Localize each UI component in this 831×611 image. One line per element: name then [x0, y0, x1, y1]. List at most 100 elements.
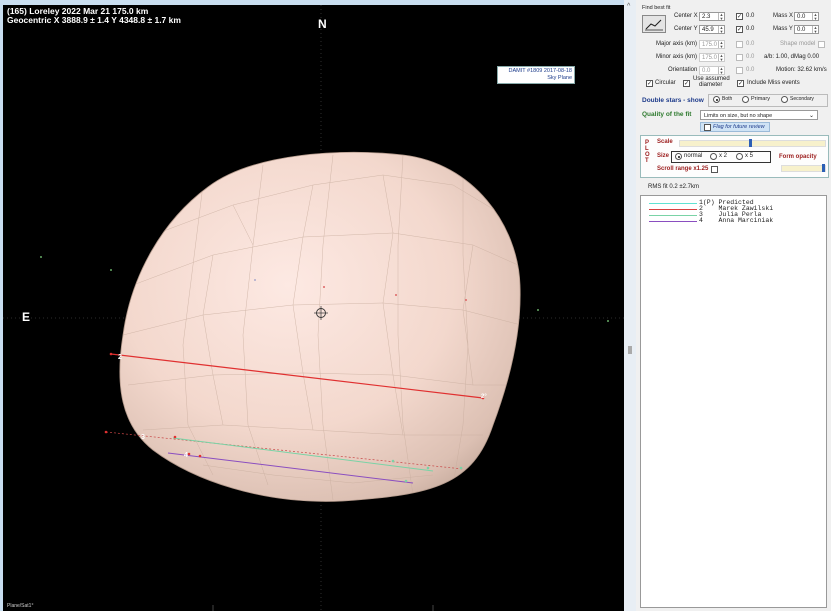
legend-line-3	[649, 215, 697, 216]
chevron-down-icon: ⌄	[808, 113, 814, 119]
rms-fit-readout: RMS fit 0.2 ±2.7km	[648, 184, 699, 190]
ab-dmag-readout: a/b: 1.00, dMag 0.00	[764, 54, 820, 60]
damit-model-label[interactable]: DAMIT #1809 2017-08-18 Sky Plane	[497, 66, 575, 84]
flag-label: Flag for future review	[713, 124, 765, 130]
orientation-checkbox[interactable]	[736, 67, 743, 74]
radio-secondary[interactable]	[781, 96, 788, 103]
major-axis-label: Major axis (km)	[656, 41, 698, 47]
center-x-input[interactable]: 2.3 ▲ ▼	[699, 12, 725, 21]
chord-markers	[104, 352, 485, 458]
shape-facets	[122, 154, 521, 501]
star-dot	[465, 299, 467, 301]
minor-axis-input[interactable]: 175.0 ▲ ▼	[699, 53, 725, 62]
size-x2-radio[interactable]	[710, 153, 717, 160]
mass-y-input[interactable]: 0.0 ▲ ▼	[794, 25, 819, 34]
center-y-input[interactable]: 45.9 ▲ ▼	[699, 25, 725, 34]
chord-label-4: 4	[184, 452, 188, 459]
scale-label: Scale	[657, 139, 673, 145]
radio-primary[interactable]	[742, 96, 749, 103]
plot-footer-label: Plane/Sat1°	[7, 603, 34, 609]
star-dot	[395, 294, 397, 296]
plot-header-coords: Geocentric X 3888.9 ± 1.4 Y 4348.8 ± 1.7…	[7, 15, 181, 25]
scroll-range-checkbox[interactable]	[711, 166, 718, 173]
observer-legend: 1(P) Predicted 2 Marek Zawilski 3 Julia …	[640, 195, 827, 608]
radio-both[interactable]	[713, 96, 720, 103]
size-x5-label: x 5	[745, 153, 754, 159]
center-y-chk-value: 0.0	[746, 26, 755, 32]
use-assumed-line1: Use assumed	[693, 76, 730, 82]
size-label: Size	[657, 153, 670, 159]
scale-slider[interactable]	[679, 140, 826, 147]
legend-line-predicted	[649, 203, 697, 204]
sky-plane-plot[interactable]: (165) Loreley 2022 Mar 21 175.0 km Geoce…	[3, 5, 624, 611]
mass-y-label: Mass Y	[773, 26, 793, 32]
size-x2-label: x 2	[719, 153, 728, 159]
plot-canvas	[3, 5, 624, 611]
flag-for-review-toggle[interactable]: Flag for future review	[700, 122, 770, 132]
major-axis-input[interactable]: 175.0 ▲ ▼	[699, 40, 725, 49]
use-assumed-diameter-checkbox[interactable]: ✓	[683, 80, 690, 87]
plot-header-title: (165) Loreley 2022 Mar 21 175.0 km	[7, 6, 149, 16]
quality-select[interactable]: Limits on size, but no shape ⌄	[700, 110, 818, 120]
size-radio-group	[671, 151, 771, 163]
size-normal-radio[interactable]	[675, 153, 682, 160]
mass-x-label: Mass X	[773, 13, 794, 19]
star-dot	[537, 309, 539, 311]
legend-text: 3 Julia Perla	[699, 211, 762, 218]
major-axis-checkbox[interactable]	[736, 41, 743, 48]
radio-both-label: Both	[722, 96, 733, 102]
find-best-fit-button[interactable]	[642, 15, 666, 33]
center-x-checkbox[interactable]: ✓	[736, 13, 743, 20]
splitter-grip[interactable]	[628, 346, 632, 354]
use-assumed-line2: diameter	[699, 82, 723, 88]
mass-x-input[interactable]: 0.0 ▲ ▼	[794, 12, 819, 21]
radio-secondary-label: Secondary	[790, 96, 814, 102]
scale-slider-thumb[interactable]	[749, 139, 752, 147]
scroll-range-label: Scroll range x1.25	[657, 166, 709, 172]
include-miss-checkbox[interactable]: ✓	[737, 80, 744, 87]
minor-axis-label: Minor axis (km)	[656, 54, 698, 60]
circular-checkbox[interactable]: ✓	[646, 80, 653, 87]
orientation-label: Orientation	[668, 67, 698, 73]
form-opacity-label: Form opacity	[779, 154, 817, 160]
double-stars-group	[708, 94, 828, 107]
legend-text: 4 Anna Marciniak	[699, 217, 774, 224]
include-miss-label: Include Miss events	[747, 80, 800, 86]
chart-icon	[645, 19, 663, 31]
legend-text: 1(P) Predicted	[699, 199, 754, 206]
star-dot	[323, 286, 325, 288]
center-y-label: Center Y	[674, 26, 698, 32]
minor-axis-checkbox[interactable]	[736, 54, 743, 61]
major-axis-chk-value: 0.0	[746, 41, 755, 47]
legend-text: 2 Marek Zawilski	[699, 205, 774, 212]
use-assumed-label: Use assumed diameter	[693, 76, 730, 88]
quality-label: Quality of the fit	[642, 111, 692, 118]
size-x5-radio[interactable]	[736, 153, 743, 160]
find-best-fit-label: Find best fit	[642, 5, 671, 11]
collapse-arrow-icon[interactable]: ^	[627, 3, 631, 10]
asteroid-shape-model	[119, 151, 521, 502]
orientation-chk-value: 0.0	[746, 67, 755, 73]
center-x-chk-value: 0.0	[746, 13, 755, 19]
chord-label-2: 2	[118, 354, 122, 361]
form-opacity-slider[interactable]	[781, 165, 826, 172]
form-opacity-slider-thumb[interactable]	[822, 164, 825, 172]
chord-line-3	[172, 437, 434, 472]
east-label: E	[22, 310, 31, 324]
star-dot	[254, 279, 256, 281]
size-normal-label: normal	[684, 153, 703, 159]
damit-line1: DAMIT #1809 2017-08-18	[508, 68, 573, 74]
orientation-input[interactable]: 0.0 ▲ ▼	[699, 66, 725, 75]
center-y-checkbox[interactable]: ✓	[736, 26, 743, 33]
panel-splitter[interactable]: ^	[624, 0, 636, 611]
circular-label: Circular	[655, 80, 676, 86]
legend-line-4	[649, 221, 697, 222]
flag-checkbox[interactable]	[704, 124, 711, 131]
chord-line-2	[110, 353, 484, 399]
star-dot	[110, 269, 112, 271]
shape-model-checkbox[interactable]	[818, 41, 825, 48]
star-dot	[40, 256, 42, 258]
star-dot	[607, 320, 609, 322]
chord-end-label-2: 2°	[481, 394, 487, 400]
